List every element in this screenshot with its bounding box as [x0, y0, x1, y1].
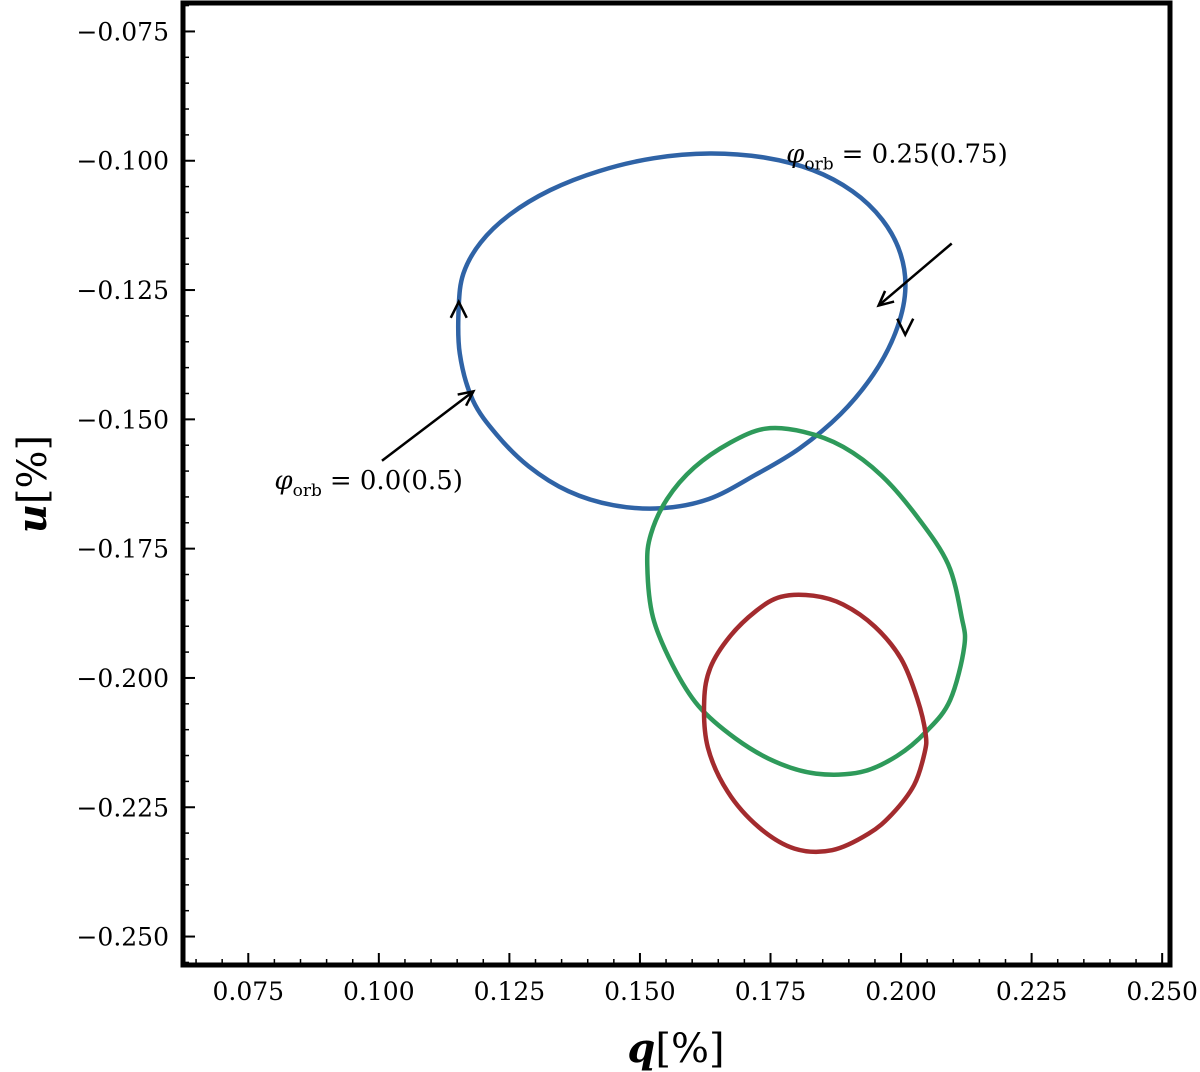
x-tick-label: 0.250: [1126, 977, 1198, 1006]
y-tick-label: −0.250: [76, 923, 169, 952]
series-curves: [449, 151, 968, 855]
x-tick-label: 0.075: [212, 977, 284, 1006]
x-axis-label-var: q: [627, 1025, 655, 1072]
orb-subscript: orb: [293, 481, 322, 501]
plot-frame: [180, 0, 1173, 968]
annotation-label-1: φorb = 0.25(0.75): [786, 139, 1008, 174]
annotation-arrow: [381, 390, 475, 462]
series-curve-3: [701, 592, 929, 855]
y-tick-label: −0.125: [76, 276, 169, 305]
annotation-arrowhead: [457, 389, 476, 407]
annotation-value: = 0.0(0.5): [330, 466, 463, 496]
x-tick-label: 0.100: [343, 977, 415, 1006]
x-axis-label-unit: [%]: [655, 1026, 724, 1072]
y-tick-label: −0.075: [76, 17, 169, 46]
x-tick-label: 0.200: [865, 977, 937, 1006]
y-axis-label-unit: [%]: [10, 435, 56, 504]
x-tick-label: 0.225: [996, 977, 1068, 1006]
annotation-arrow: [877, 242, 953, 307]
x-tick-label: 0.150: [604, 977, 676, 1006]
axis-ticks: 0.075 0.100 0.125 0.150 0.175 0.200 0.225 0.250…: [76, 4, 1198, 1006]
annotations: φorb = 0.25(0.75)φorb = 0.0(0.5): [274, 139, 1007, 501]
y-tick-label: −0.200: [76, 664, 169, 693]
y-axis-label-var: u: [9, 504, 56, 533]
series-curve-2: [644, 425, 968, 777]
phi-symbol: φ: [786, 139, 805, 169]
annotation-value: = 0.25(0.75): [842, 139, 1008, 169]
series-curve-1: [455, 151, 908, 511]
annotation-label-2: φorb = 0.0(0.5): [274, 466, 463, 501]
y-axis-label: u[%]: [9, 435, 56, 533]
x-axis-label: q[%]: [627, 1025, 724, 1072]
y-tick-label: −0.150: [76, 405, 169, 434]
y-tick-label: −0.100: [76, 147, 169, 176]
direction-arrow: [449, 298, 468, 319]
annotation-arrowhead: [876, 290, 895, 308]
phi-symbol: φ: [274, 466, 293, 496]
orb-subscript: orb: [804, 154, 833, 174]
y-tick-label: −0.225: [76, 793, 169, 822]
y-tick-label: −0.175: [76, 535, 169, 564]
direction-arrow: [896, 318, 915, 338]
x-tick-label: 0.175: [735, 977, 807, 1006]
x-tick-label: 0.125: [474, 977, 546, 1006]
